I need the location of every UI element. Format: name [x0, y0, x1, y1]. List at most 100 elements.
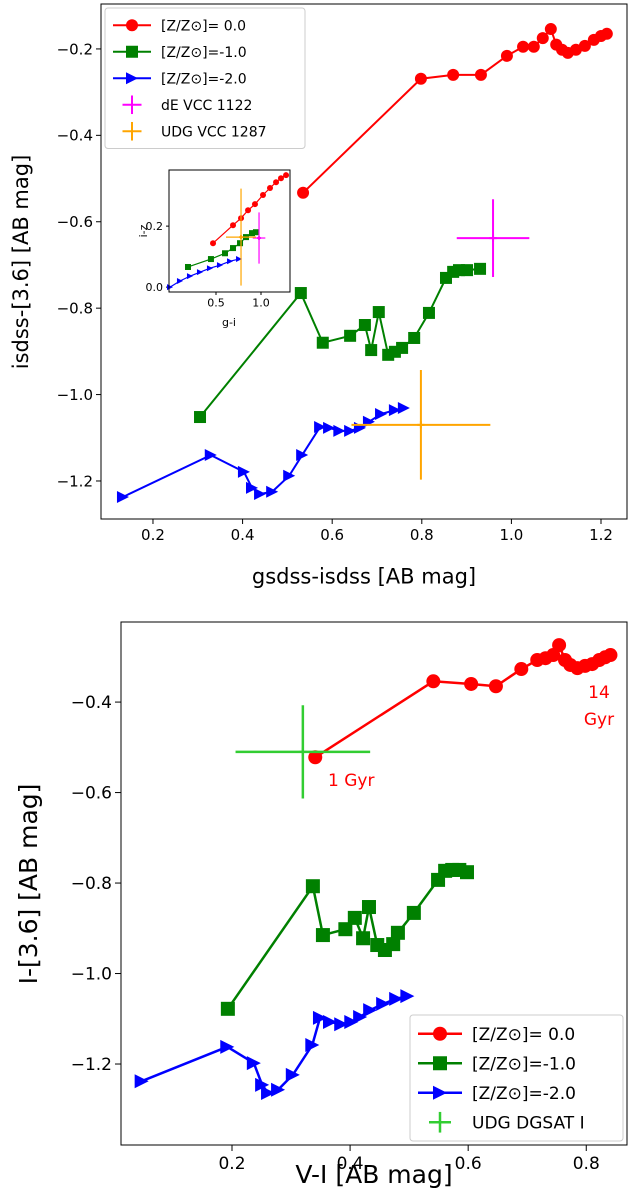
marker — [500, 49, 513, 62]
marker — [517, 40, 530, 53]
y-tick-label: −0.8 — [71, 874, 112, 894]
marker — [237, 240, 244, 247]
marker — [600, 27, 613, 40]
y-tick-label: −0.2 — [57, 40, 93, 58]
marker — [344, 1014, 359, 1029]
x-axis-label: gsdss-isdss [AB mag] — [252, 565, 476, 589]
marker — [126, 72, 138, 85]
marker — [220, 1039, 235, 1054]
y-tick-label: −0.8 — [57, 300, 93, 318]
marker — [334, 1017, 349, 1032]
marker — [126, 19, 138, 32]
y-tick-label: −0.6 — [71, 784, 112, 804]
marker — [257, 236, 261, 240]
marker — [414, 72, 427, 85]
marker — [237, 465, 250, 478]
legend-label: [Z/Z⊙]= 0.0 — [472, 1025, 575, 1045]
marker — [447, 68, 460, 81]
marker — [230, 245, 237, 252]
marker — [266, 485, 279, 498]
legend-label: [Z/Z⊙]= 0.0 — [161, 18, 246, 34]
plot-frame — [100, 3, 628, 520]
marker — [297, 186, 310, 199]
marker — [578, 39, 591, 52]
marker — [216, 262, 223, 269]
x-tick-label: 1.0 — [499, 526, 523, 544]
legend-label: [Z/Z⊙]=-2.0 — [161, 71, 247, 87]
marker — [375, 408, 388, 421]
marker — [251, 201, 258, 208]
marker — [356, 931, 371, 946]
marker — [206, 265, 213, 272]
marker — [544, 23, 557, 36]
marker — [406, 905, 421, 920]
marker — [426, 674, 441, 689]
marker — [400, 989, 415, 1004]
marker — [459, 865, 474, 880]
marker — [207, 256, 214, 263]
plot-frame — [168, 169, 291, 293]
marker — [227, 258, 234, 265]
y-tick-label: −1.0 — [71, 965, 112, 985]
marker — [271, 1082, 286, 1097]
x-tick-label: 0.4 — [231, 526, 255, 544]
marker — [422, 306, 435, 319]
marker — [312, 1010, 327, 1025]
marker — [347, 910, 362, 925]
marker — [186, 273, 193, 280]
y-axis-label: isdss-[3.6] [AB mag] — [9, 155, 33, 370]
x-axis-label: V-I [AB mag] — [295, 1160, 452, 1189]
marker — [433, 1056, 447, 1071]
annotation: 1 Gyr — [328, 771, 375, 791]
marker — [296, 449, 309, 462]
marker — [134, 1074, 149, 1089]
marker — [323, 1014, 338, 1029]
marker — [285, 1067, 300, 1082]
marker — [220, 1001, 235, 1016]
x-tick-label: 0.4 — [337, 1154, 364, 1174]
marker — [245, 481, 258, 494]
annotation: 14 Gyr — [583, 683, 615, 730]
x-tick-label: 0.2 — [141, 526, 165, 544]
marker — [603, 648, 618, 663]
marker — [166, 284, 173, 291]
marker — [390, 925, 405, 940]
marker — [344, 424, 357, 437]
marker — [316, 336, 329, 349]
marker — [126, 45, 138, 58]
marker — [315, 928, 330, 943]
marker — [194, 411, 207, 424]
y-tick-label: −0.4 — [57, 127, 93, 145]
x-axis-label: g-i — [222, 316, 236, 329]
x-tick-label: 0.5 — [207, 297, 225, 310]
marker — [433, 1026, 447, 1041]
marker — [397, 401, 410, 414]
marker — [363, 1003, 378, 1018]
legend-box — [409, 1014, 624, 1142]
marker — [305, 1038, 320, 1053]
marker — [464, 676, 479, 691]
marker — [333, 424, 346, 437]
marker — [236, 256, 243, 263]
x-tick-label: 1.0 — [252, 297, 270, 310]
marker — [372, 306, 385, 319]
marker — [255, 1077, 270, 1092]
legend-label: [Z/Z⊙]=-1.0 — [161, 45, 247, 61]
marker — [204, 449, 217, 462]
marker — [246, 1056, 261, 1071]
marker — [365, 344, 378, 357]
marker — [514, 662, 529, 677]
x-tick-label: 0.8 — [410, 526, 434, 544]
y-axis-label: I-[3.6] [AB mag] — [14, 784, 43, 985]
x-tick-label: 0.6 — [320, 526, 344, 544]
marker — [254, 487, 267, 500]
marker — [283, 469, 296, 482]
series-line — [212, 174, 287, 244]
marker — [358, 319, 371, 332]
marker — [261, 1085, 276, 1100]
plot-frame — [120, 621, 628, 1146]
legend-label: UDG DGSAT I — [472, 1113, 585, 1133]
legend-label: dE VCC 1122 — [161, 98, 252, 114]
marker — [230, 222, 237, 229]
